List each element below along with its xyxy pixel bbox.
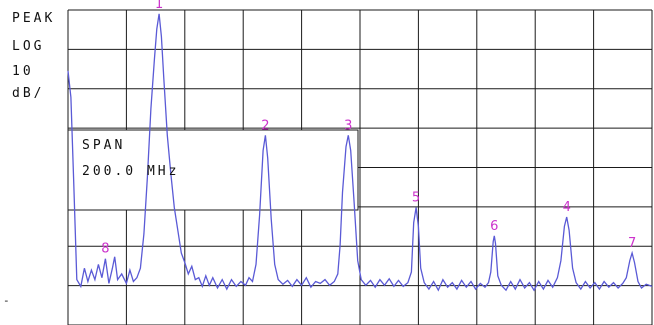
marker-label-5: 5 <box>412 190 420 205</box>
scale-mode-label: LOG <box>12 39 45 54</box>
marker-label-4: 4 <box>563 200 571 215</box>
marker-label-6: 6 <box>490 219 498 234</box>
marker-label-3: 3 <box>344 118 352 133</box>
scale-unit-label: dB/ <box>12 86 45 101</box>
span-value: 200.0 MHz <box>82 164 180 179</box>
marker-label-1: 1 <box>155 0 163 12</box>
detector-label: PEAK <box>12 11 56 26</box>
span-annotation-box <box>67 129 359 211</box>
graticule <box>67 9 653 325</box>
spectrum-trace <box>67 13 653 292</box>
scale-value-label: 10 <box>12 64 34 79</box>
marker-layer: 1 2 3 4 5 6 7 8 <box>101 0 636 257</box>
marker-label-8: 8 <box>101 242 109 257</box>
marker-label-2: 2 <box>261 118 269 133</box>
marker-label-7: 7 <box>628 236 636 251</box>
span-label: SPAN <box>82 138 126 153</box>
reference-level-mark: - <box>3 294 10 307</box>
